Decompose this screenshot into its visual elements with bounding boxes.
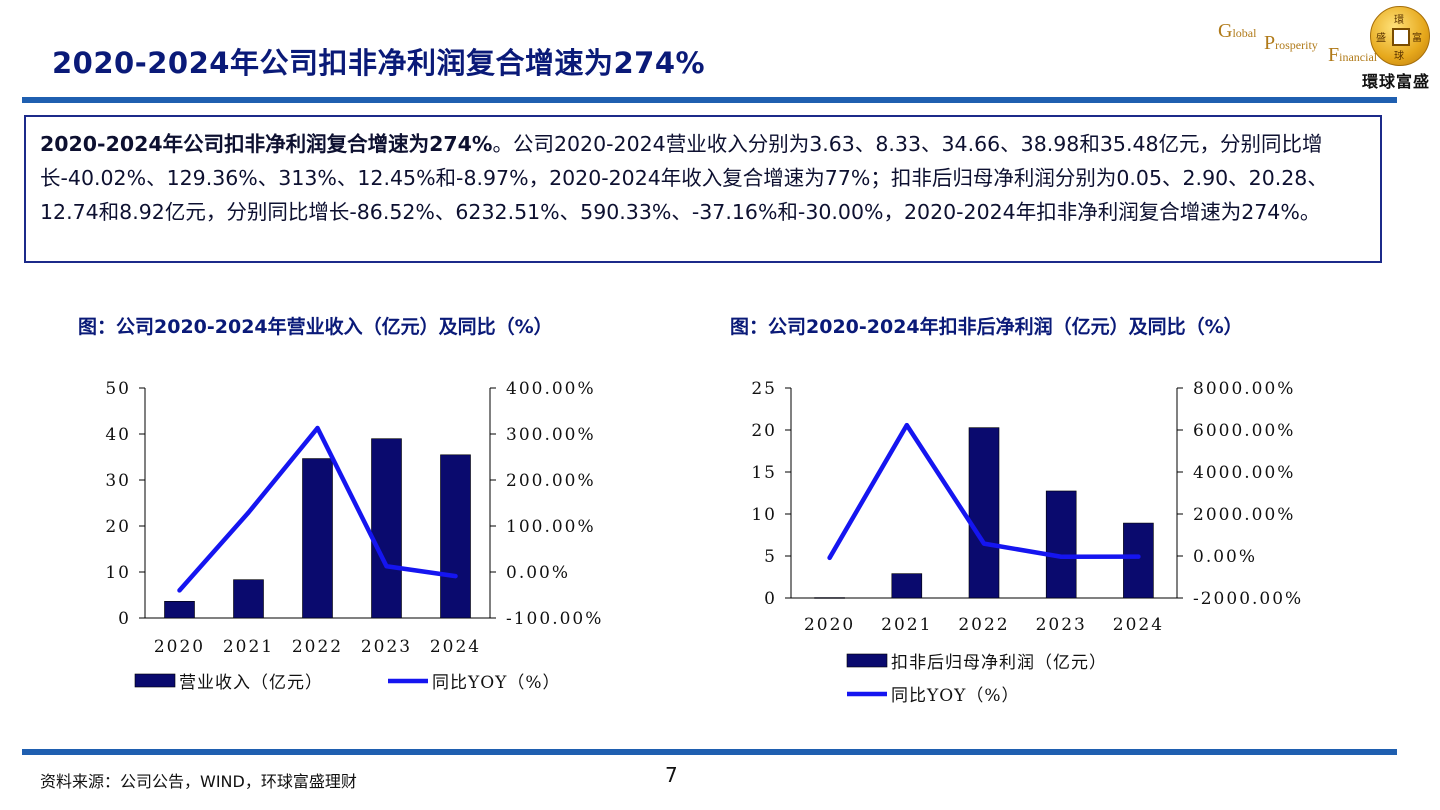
yoy-point	[1059, 554, 1064, 559]
page-title: 2020-2024年公司扣非净利润复合增速为274%	[52, 46, 706, 80]
right-tick-label: 300.00%	[506, 425, 596, 445]
left-tick-label: 0	[118, 609, 131, 629]
category-label: 2022	[292, 637, 343, 657]
right-tick-label: 4000.00%	[1193, 463, 1295, 483]
header-divider	[22, 97, 1397, 103]
yoy-point	[1136, 554, 1141, 559]
legend-label: 营业收入（亿元）	[179, 673, 323, 693]
right-tick-label: 0.00%	[506, 563, 570, 583]
logo-chinese-name: 環球富盛	[1362, 72, 1431, 91]
yoy-point	[904, 423, 909, 428]
left-tick-label: 0	[764, 589, 777, 609]
page-number: 7	[665, 763, 678, 787]
yoy-point	[246, 510, 251, 515]
category-label: 2020	[154, 637, 205, 657]
left-tick-label: 10	[751, 505, 777, 525]
yoy-point	[453, 574, 458, 579]
right-tick-label: 400.00%	[506, 379, 596, 399]
revenue-bar	[968, 427, 1000, 599]
revenue-bar	[233, 579, 264, 619]
revenue-bar	[891, 573, 923, 599]
revenue-bar	[440, 454, 471, 619]
left-tick-label: 30	[105, 471, 131, 491]
legend-label: 同比YOY（%）	[891, 686, 1020, 706]
yoy-point	[827, 555, 832, 560]
yoy-point	[315, 426, 320, 431]
category-label: 2023	[1036, 615, 1087, 635]
category-label: 2024	[1113, 615, 1164, 635]
left-tick-label: 20	[751, 421, 777, 441]
yoy-point	[177, 588, 182, 593]
legend-bar-swatch	[846, 653, 888, 668]
right-tick-label: 6000.00%	[1193, 421, 1295, 441]
summary-body: 。公司2020-2024营业收入分别为3.63、8.33、34.66、38.98…	[40, 132, 1328, 224]
right-tick-label: 2000.00%	[1193, 505, 1295, 525]
category-label: 2023	[361, 637, 412, 657]
net-profit-chart: 0 5 10 15 20 25 -2000.00% 0.00% 2000.00% 4000.00%…	[751, 379, 1303, 706]
legend-label: 扣非后归母净利润（亿元）	[891, 653, 1107, 673]
category-label: 2022	[958, 615, 1009, 635]
company-logo: Global Prosperity Financial 環 富 盛 球 環球富盛	[1212, 6, 1438, 94]
revenue-chart: 0 10 20 30 40 50 -100.00% 0.00% 100.00% 200.00% 30…	[105, 379, 603, 693]
left-tick-label: 5	[764, 547, 777, 567]
chart-title-revenue: 图：公司2020-2024年营业收入（亿元）及同比（%）	[78, 316, 553, 338]
yoy-point	[384, 564, 389, 569]
left-tick-label: 25	[751, 379, 777, 399]
yoy-point	[982, 541, 986, 546]
left-tick-label: 20	[105, 517, 131, 537]
chart-title-net-profit: 图：公司2020-2024年扣非后净利润（亿元）及同比（%）	[730, 316, 1243, 338]
revenue-bar	[302, 458, 333, 619]
category-label: 2020	[804, 615, 855, 635]
revenue-bar	[1123, 522, 1154, 599]
source-note: 资料来源：公司公告，WIND，环球富盛理财	[40, 772, 357, 791]
footer-divider	[22, 749, 1397, 755]
category-label: 2021	[881, 615, 932, 635]
category-label: 2024	[430, 637, 481, 657]
legend-label: 同比YOY（%）	[432, 673, 561, 693]
left-tick-label: 50	[105, 379, 131, 399]
right-tick-label: 0.00%	[1193, 547, 1257, 567]
right-tick-label: 8000.00%	[1193, 379, 1295, 399]
coin-icon: 環 富 盛 球	[1370, 6, 1430, 66]
category-label: 2021	[223, 637, 274, 657]
legend-bar-swatch	[134, 673, 176, 688]
summary-lead: 2020-2024年公司扣非净利润复合增速为274%	[40, 132, 493, 156]
left-tick-label: 40	[105, 425, 131, 445]
revenue-bar	[1045, 490, 1077, 599]
revenue-bar	[814, 597, 845, 599]
revenue-bar	[371, 438, 402, 619]
summary-box: 2020-2024年公司扣非净利润复合增速为274%。公司2020-2024营业…	[24, 115, 1382, 263]
right-tick-label: 100.00%	[506, 517, 596, 537]
left-tick-label: 15	[751, 463, 777, 483]
revenue-bar	[164, 601, 195, 619]
right-tick-label: 200.00%	[506, 471, 596, 491]
right-tick-label: -2000.00%	[1193, 589, 1303, 609]
right-tick-label: -100.00%	[506, 609, 603, 629]
left-tick-label: 10	[105, 563, 131, 583]
